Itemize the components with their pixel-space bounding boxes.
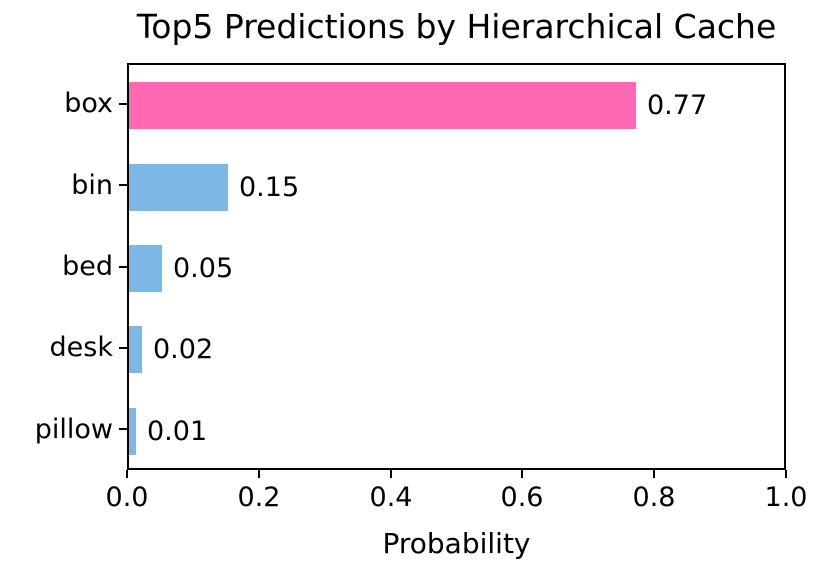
category-label-pillow: pillow bbox=[34, 414, 113, 445]
y-tick-bin bbox=[119, 184, 127, 186]
chart-title: Top5 Predictions by Hierarchical Cache bbox=[136, 7, 777, 46]
category-label-bed: bed bbox=[62, 251, 113, 282]
x-tick-label-0.2: 0.2 bbox=[237, 482, 281, 513]
bar-bin bbox=[129, 164, 228, 211]
category-label-bin: bin bbox=[71, 170, 113, 201]
bar-bed bbox=[129, 245, 162, 292]
plot-area: 0.77 0.15 0.05 0.02 0.01 bbox=[127, 63, 786, 470]
bar-desk bbox=[129, 326, 142, 373]
y-tick-pillow bbox=[119, 428, 127, 430]
value-label-desk: 0.02 bbox=[153, 334, 214, 365]
bar-pillow bbox=[129, 408, 136, 455]
value-label-bed: 0.05 bbox=[173, 253, 234, 284]
x-tick-0.8 bbox=[653, 470, 655, 478]
x-tick-label-0.4: 0.4 bbox=[369, 482, 413, 513]
x-tick-1.0 bbox=[785, 470, 787, 478]
category-label-box: box bbox=[64, 88, 113, 119]
x-tick-label-0.6: 0.6 bbox=[500, 482, 544, 513]
y-tick-bed bbox=[119, 266, 127, 268]
value-label-pillow: 0.01 bbox=[147, 416, 208, 447]
bar-box bbox=[129, 82, 636, 129]
y-tick-box bbox=[119, 103, 127, 105]
x-tick-0.6 bbox=[521, 470, 523, 478]
x-tick-label-0.8: 0.8 bbox=[632, 482, 676, 513]
x-tick-label-0.0: 0.0 bbox=[105, 482, 149, 513]
x-tick-0.0 bbox=[126, 470, 128, 478]
x-axis-label: Probability bbox=[382, 527, 531, 560]
category-label-desk: desk bbox=[49, 332, 113, 363]
x-tick-0.4 bbox=[390, 470, 392, 478]
x-tick-0.2 bbox=[258, 470, 260, 478]
value-label-bin: 0.15 bbox=[239, 172, 300, 203]
x-tick-label-1.0: 1.0 bbox=[764, 482, 808, 513]
value-label-box: 0.77 bbox=[647, 90, 708, 121]
y-tick-desk bbox=[119, 347, 127, 349]
